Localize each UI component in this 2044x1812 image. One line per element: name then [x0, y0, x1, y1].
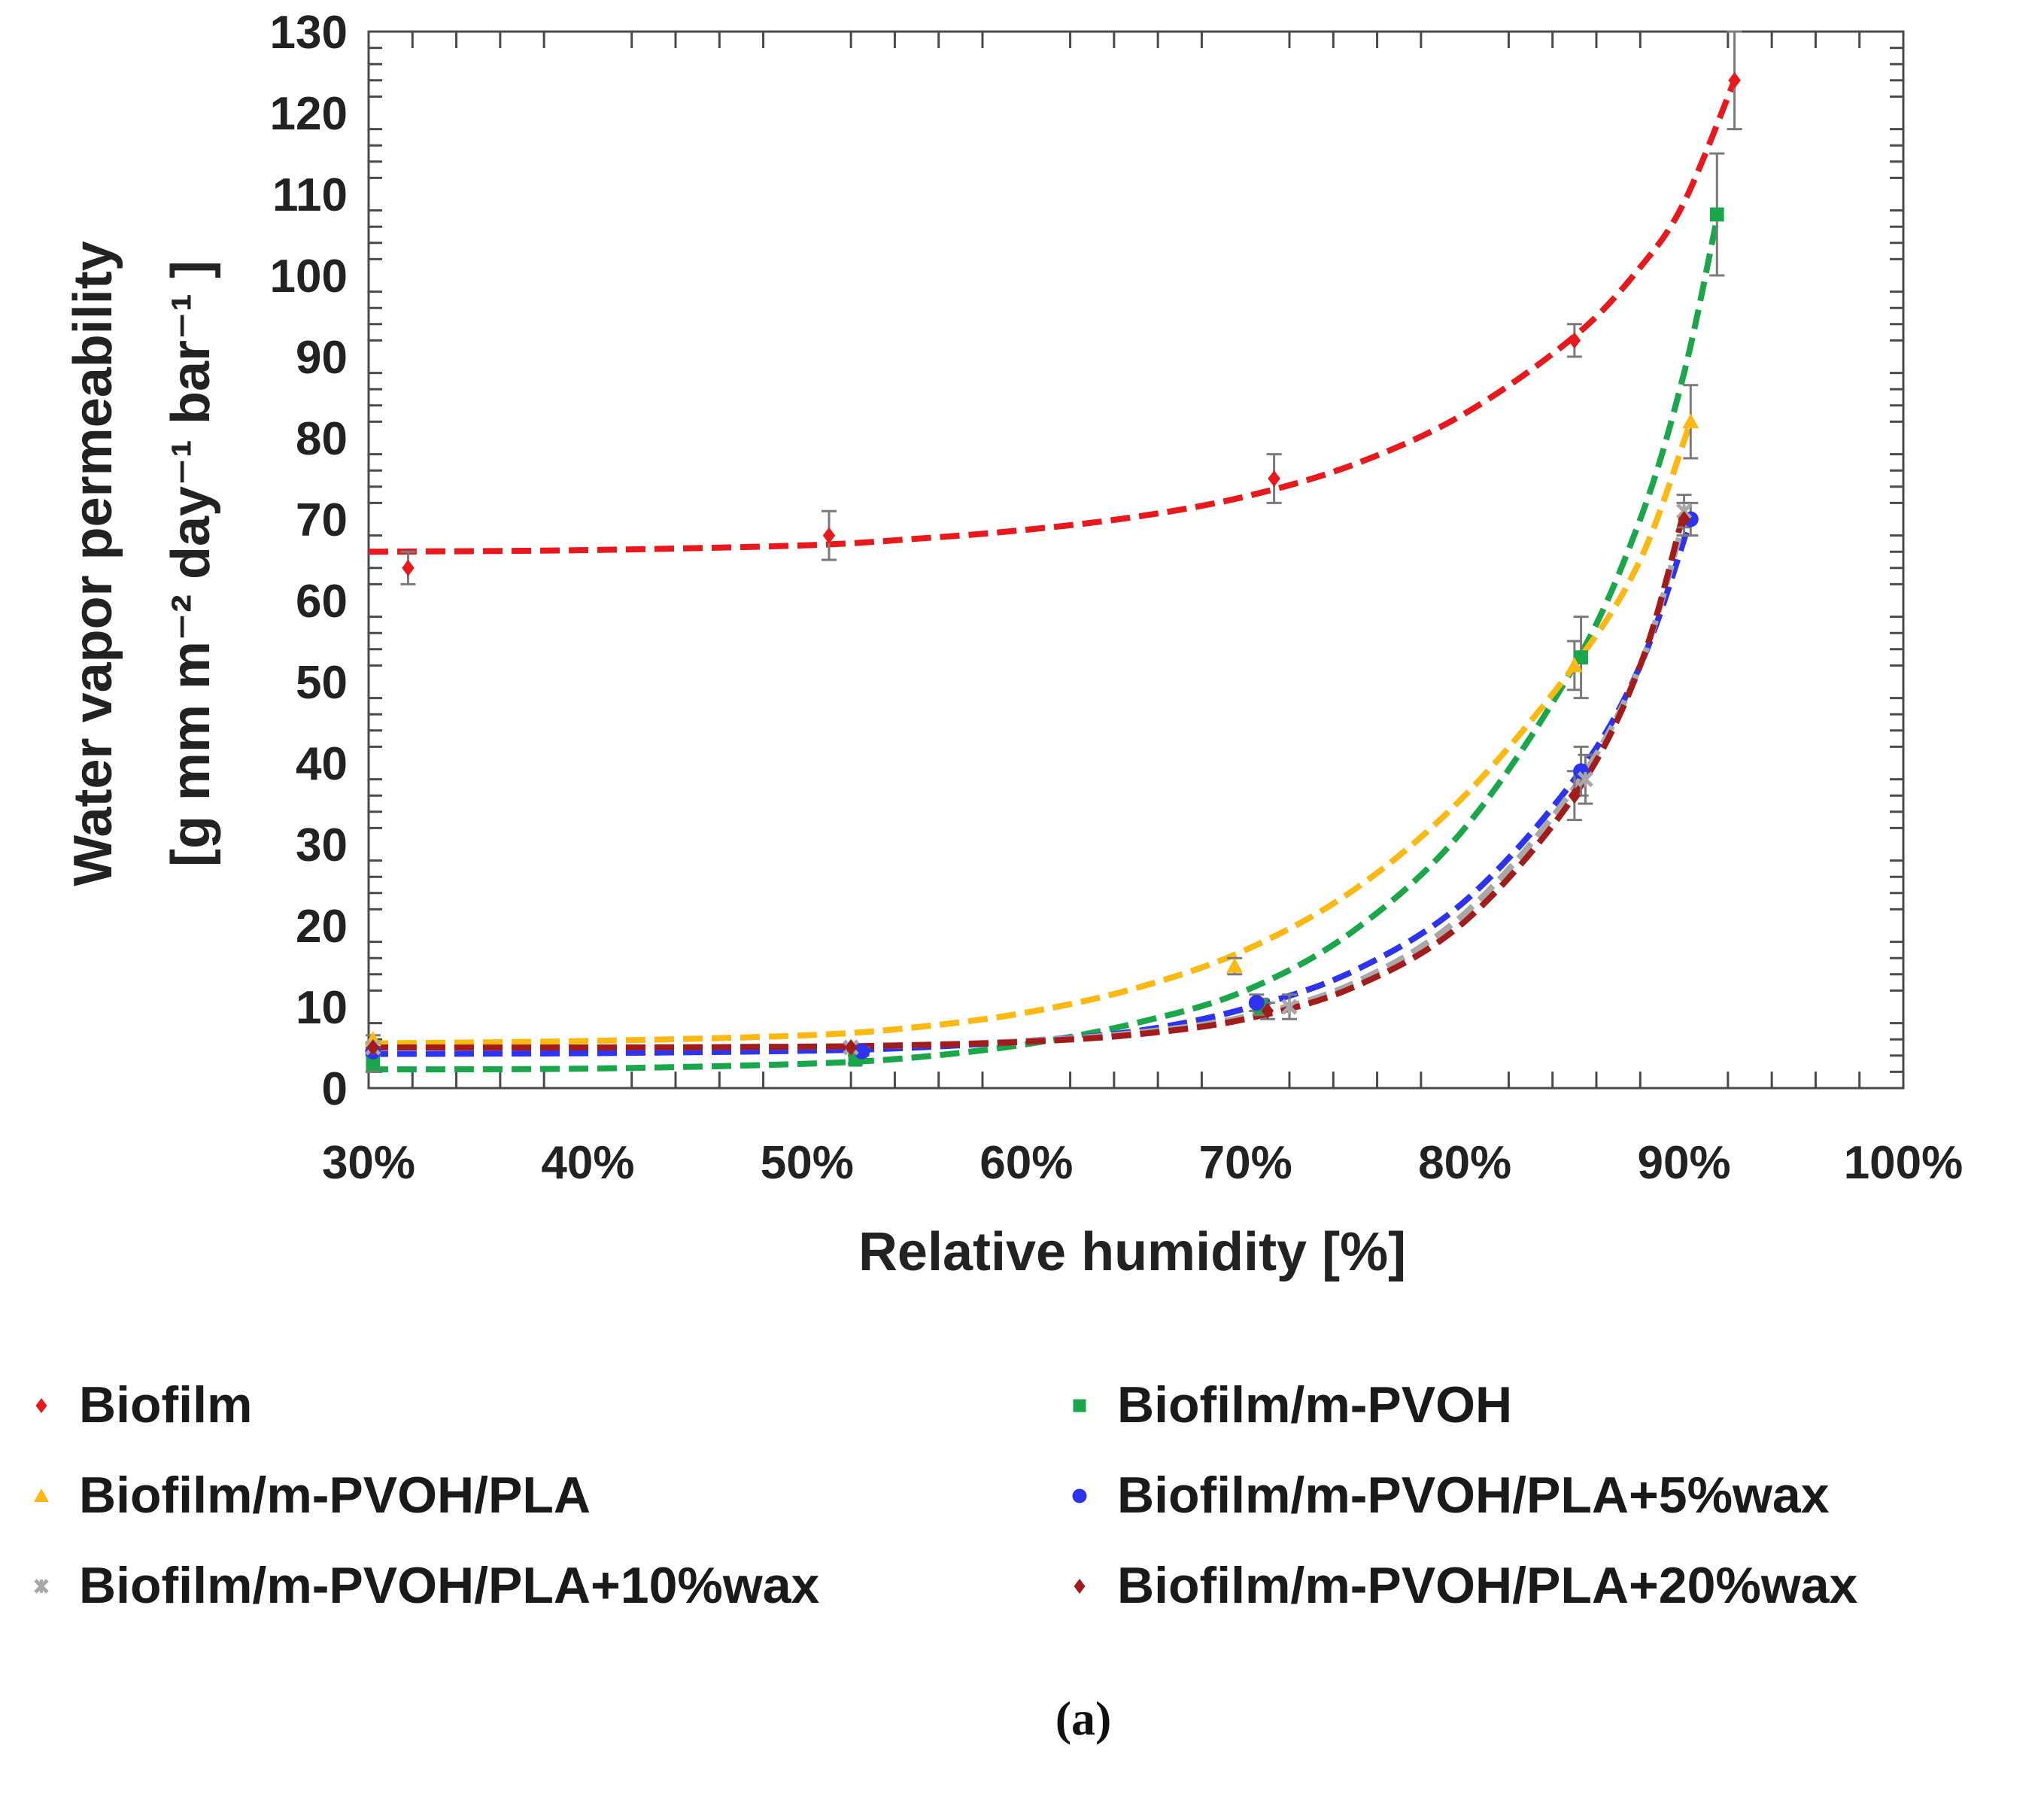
- x-axis-title: Relative humidity [%]: [858, 1222, 1406, 1282]
- legend-marker: [1073, 1399, 1086, 1412]
- legend-item: Biofilm/m-PVOH/PLA: [34, 1467, 591, 1524]
- y-tick-label: 70: [296, 494, 348, 546]
- legend-label: Biofilm/m-PVOH: [1117, 1376, 1512, 1433]
- legend-item: Biofilm/m-PVOH/PLA+5%wax: [1072, 1467, 1830, 1524]
- y-tick-label: 50: [296, 657, 348, 709]
- axis-ticks: [369, 32, 1903, 1088]
- y-tick-label: 60: [296, 576, 348, 628]
- legend-item: Biofilm/m-PVOH/PLA+20%wax: [1074, 1557, 1858, 1614]
- plot-frame: [367, 30, 1905, 1090]
- data-point: [1268, 470, 1280, 487]
- legend-marker: [34, 1579, 49, 1594]
- legend-label: Biofilm/m-PVOH/PLA+20%wax: [1117, 1557, 1858, 1614]
- data-point: [822, 527, 836, 544]
- legend-label: Biofilm/m-PVOH/PLA+10%wax: [79, 1557, 820, 1614]
- legend: Biofilm Biofilm/m-PVOH Biofilm/m-PVOH/PLA B…: [34, 1376, 1858, 1614]
- fit-curve: [368, 421, 1694, 1047]
- data-point: [1682, 413, 1699, 429]
- data-point: [402, 559, 415, 576]
- fit-curve: [368, 510, 1687, 1051]
- legend-label: Biofilm/m-PVOH/PLA+5%wax: [1117, 1467, 1830, 1524]
- legend-marker: [1074, 1579, 1086, 1594]
- y-tick-label: 40: [296, 738, 348, 790]
- y-tick-label: 130: [270, 7, 348, 59]
- x-tick-label: 80%: [1418, 1137, 1511, 1189]
- data-point: [1709, 207, 1724, 222]
- fit-curve: [368, 217, 1721, 1073]
- x-tick-label: 30%: [322, 1137, 415, 1189]
- legend-marker: [35, 1398, 47, 1413]
- y-tick-label: 80: [296, 413, 348, 465]
- legend-label: Biofilm/m-PVOH/PLA: [79, 1467, 591, 1524]
- legend-marker: [1072, 1488, 1087, 1503]
- legend-item: Biofilm: [35, 1376, 252, 1433]
- data-point: [1728, 71, 1741, 89]
- data-point: [844, 1039, 858, 1056]
- x-tick-label: 60%: [979, 1137, 1073, 1189]
- data-points: [364, 71, 1741, 1071]
- data-point: [366, 1056, 381, 1071]
- data-point: [1226, 958, 1244, 973]
- y-tick-label: 20: [296, 901, 348, 953]
- x-tick-label: 90%: [1638, 1137, 1731, 1189]
- fit-curve: [368, 518, 1687, 1051]
- x-tick-label: 40%: [541, 1137, 634, 1189]
- data-point: [1574, 650, 1588, 664]
- figure-caption: (a): [1055, 1692, 1112, 1745]
- tick-labels: 30% 40% 50% 60% 70% 80% 90% 100% 0 10 20 30 40 50 60 70…: [270, 7, 1964, 1189]
- data-point: [1568, 787, 1581, 804]
- data-point: [1678, 511, 1690, 527]
- data-point: [366, 1039, 380, 1056]
- legend-item: Biofilm/m-PVOH/PLA+10%wax: [34, 1557, 820, 1614]
- fit-curves: [368, 79, 1738, 1073]
- y-tick-label: 110: [272, 169, 348, 221]
- y-tick-label: 90: [296, 332, 348, 384]
- data-point: [1566, 657, 1583, 673]
- data-point: [854, 1043, 870, 1060]
- data-point: [1568, 332, 1581, 349]
- y-axis-title-line2: [g mm m⁻² day⁻¹ bar⁻¹ ]: [161, 260, 221, 867]
- data-point: [1577, 771, 1593, 788]
- data-point: [1248, 995, 1265, 1011]
- x-tick-label: 50%: [761, 1137, 854, 1189]
- data-point: [1261, 1002, 1274, 1020]
- y-tick-label: 0: [322, 1063, 348, 1115]
- legend-item: Biofilm/m-PVOH: [1073, 1376, 1512, 1433]
- x-tick-label: 100%: [1844, 1137, 1964, 1189]
- x-tick-label: 70%: [1199, 1137, 1292, 1189]
- y-tick-label: 120: [270, 88, 348, 140]
- y-tick-label: 100: [270, 251, 348, 303]
- plot-area-border: [367, 30, 1905, 1090]
- y-tick-label: 10: [296, 982, 348, 1034]
- fit-curve: [368, 518, 1694, 1057]
- y-tick-label: 30: [296, 819, 348, 871]
- legend-marker: [34, 1488, 49, 1502]
- y-axis-title-line1: Water vapor permeability: [63, 241, 123, 886]
- legend-label: Biofilm: [79, 1376, 252, 1433]
- fit-curve: [368, 79, 1738, 555]
- data-point: [1281, 999, 1298, 1015]
